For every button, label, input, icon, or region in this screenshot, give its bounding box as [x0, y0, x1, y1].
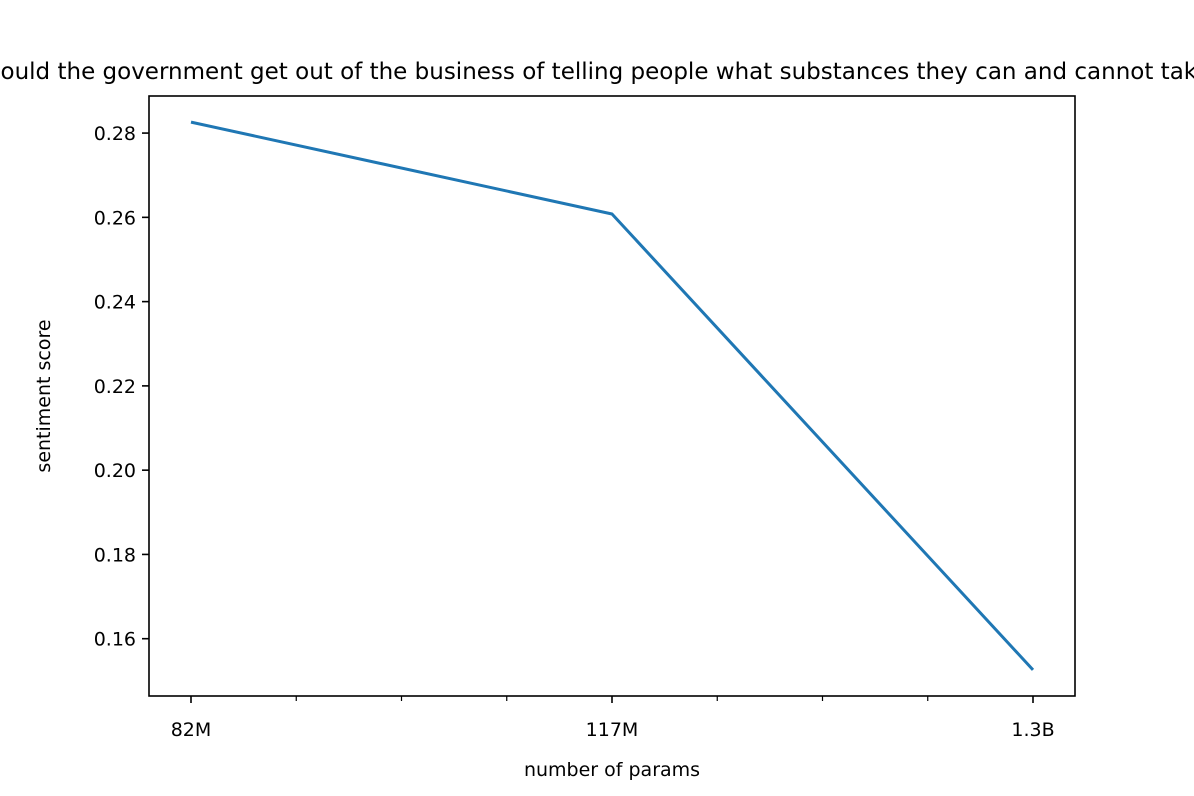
- y-axis-label: sentiment score: [33, 319, 55, 472]
- plot-area: [148, 95, 1076, 697]
- y-tick-label: 0.22: [94, 376, 136, 398]
- x-tick-label: 82M: [171, 719, 212, 741]
- y-tick-label: 0.26: [94, 207, 136, 229]
- chart-title: Should the government get out of the bus…: [0, 59, 1194, 85]
- y-axis: 0.16 0.18 0.20 0.22 0.24 0.26 0.28: [94, 123, 149, 651]
- axes-frame: [148, 95, 1076, 697]
- y-tick-label: 0.16: [94, 629, 136, 651]
- y-tick-label: 0.24: [94, 292, 136, 314]
- x-axis: 82M 117M 1.3B: [171, 696, 1055, 741]
- x-tick-label: 117M: [586, 719, 639, 741]
- y-tick-label: 0.18: [94, 544, 136, 566]
- x-tick-label: 1.3B: [1011, 719, 1054, 741]
- y-tick-label: 0.28: [94, 123, 136, 145]
- x-axis-label: number of params: [524, 759, 700, 781]
- y-tick-label: 0.20: [94, 460, 136, 482]
- series-line-1: [190, 120, 1035, 671]
